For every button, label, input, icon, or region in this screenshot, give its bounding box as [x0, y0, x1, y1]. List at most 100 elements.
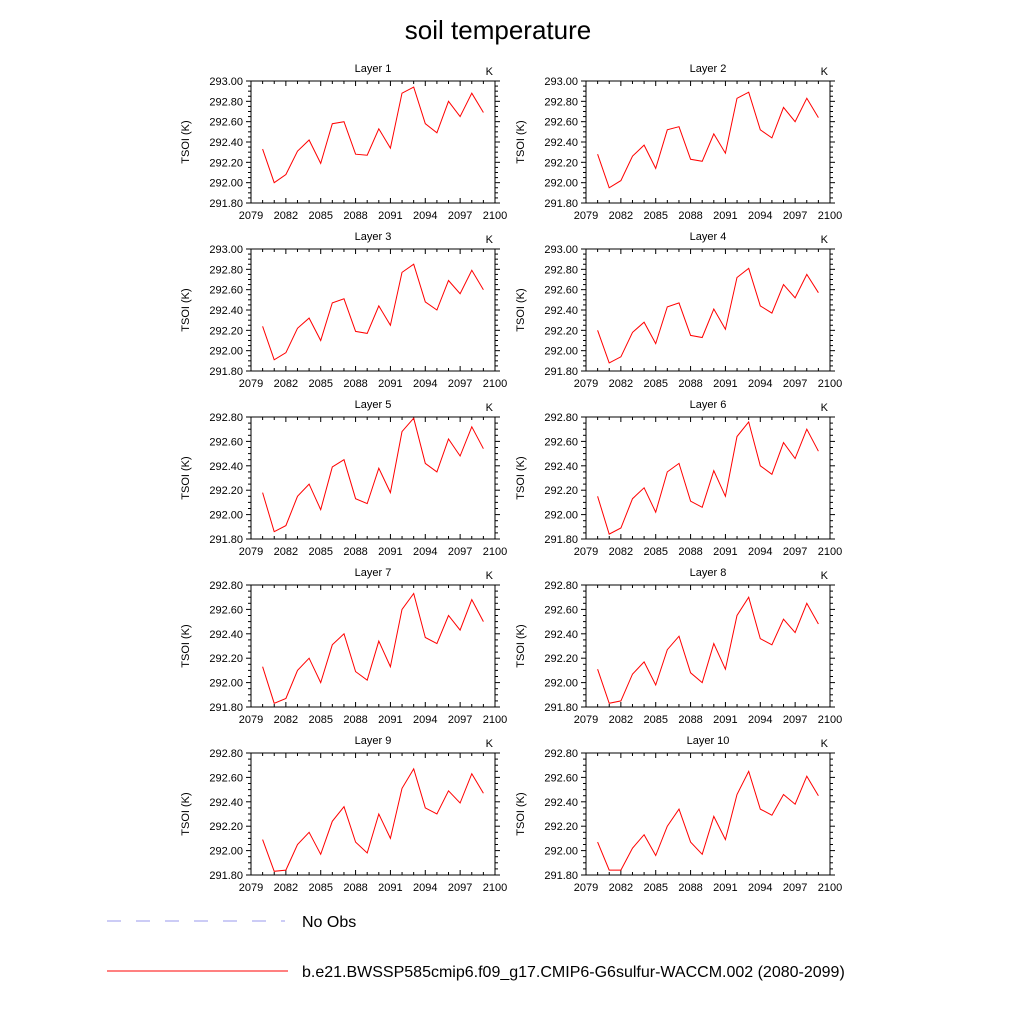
x-tick-label: 2094 — [748, 714, 772, 726]
y-tick-label: 292.40 — [209, 305, 243, 317]
panel-layer-10: Layer 10 K TSOI (K) 2079 2082 2085 2088 2091 209… — [515, 735, 842, 894]
x-tick-label: 2097 — [448, 546, 472, 558]
x-tick-label: 2085 — [643, 378, 667, 390]
x-tick-label: 2097 — [783, 714, 807, 726]
y-tick-label: 292.20 — [544, 485, 578, 497]
series-line — [262, 86, 484, 184]
x-tick-label: 2085 — [308, 714, 332, 726]
y-tick-label: 292.80 — [209, 96, 243, 108]
x-tick-label: 2088 — [343, 210, 367, 222]
y-tick-label: 292.20 — [544, 157, 578, 169]
legend-label-model-run: b.e21.BWSSP585cmip6.f09_g17.CMIP6-G6sulf… — [302, 964, 845, 981]
x-tick-label: 2091 — [713, 210, 737, 222]
x-tick-label: 2091 — [378, 210, 402, 222]
x-tick-label: 2082 — [274, 546, 298, 558]
x-tick-label: 2100 — [483, 546, 507, 558]
y-tick-label: 292.60 — [209, 436, 243, 448]
x-tick-label: 2079 — [239, 378, 263, 390]
x-tick-label: 2097 — [448, 210, 472, 222]
y-axis-label: TSOI (K) — [180, 624, 192, 667]
y-axis-label: TSOI (K) — [180, 120, 192, 163]
y-tick-label: 292.00 — [209, 846, 243, 858]
x-tick-label: 2094 — [413, 882, 437, 894]
x-tick-label: 2097 — [783, 882, 807, 894]
legend: No Obs b.e21.BWSSP585cmip6.f09_g17.CMIP6… — [107, 914, 845, 981]
y-tick-label: 292.60 — [544, 436, 578, 448]
x-tick-label: 2091 — [378, 546, 402, 558]
series-line — [597, 595, 819, 704]
x-tick-label: 2091 — [713, 714, 737, 726]
y-tick-label: 292.80 — [544, 412, 578, 424]
y-axis-label: TSOI (K) — [180, 288, 192, 331]
y-axis-label: TSOI (K) — [515, 792, 527, 835]
y-tick-label: 292.40 — [209, 797, 243, 809]
x-tick-label: 2091 — [378, 378, 402, 390]
y-tick-label: 293.00 — [544, 244, 578, 256]
y-tick-label: 292.20 — [544, 325, 578, 337]
y-tick-label: 291.80 — [544, 702, 578, 714]
x-tick-label: 2085 — [308, 882, 332, 894]
x-tick-label: 2082 — [609, 210, 633, 222]
y-tick-label: 292.60 — [544, 772, 578, 784]
x-tick-label: 2094 — [413, 378, 437, 390]
x-tick-label: 2088 — [678, 714, 702, 726]
y-tick-label: 293.00 — [209, 76, 243, 88]
x-tick-label: 2088 — [678, 210, 702, 222]
x-tick-label: 2100 — [818, 210, 842, 222]
x-tick-label: 2097 — [448, 882, 472, 894]
x-tick-label: 2091 — [713, 882, 737, 894]
x-tick-label: 2088 — [343, 546, 367, 558]
y-tick-label: 292.40 — [209, 629, 243, 641]
panel-layer-1: Layer 1 K TSOI (K) 2079 2082 2085 2088 2091 2094… — [180, 63, 507, 222]
y-tick-label: 293.00 — [209, 244, 243, 256]
series-line — [262, 592, 484, 704]
y-tick-label: 292.60 — [209, 285, 243, 297]
y-tick-label: 292.40 — [544, 305, 578, 317]
panel-title: Layer 6 — [690, 399, 727, 411]
x-tick-label: 2088 — [343, 714, 367, 726]
x-tick-label: 2082 — [609, 378, 633, 390]
x-tick-label: 2100 — [818, 378, 842, 390]
legend-label-no-obs: No Obs — [302, 914, 356, 931]
panel-layer-4: Layer 4 K TSOI (K) 2079 2082 2085 2088 2091 2094… — [515, 231, 842, 390]
x-tick-label: 2079 — [574, 546, 598, 558]
x-tick-label: 2085 — [643, 882, 667, 894]
y-tick-label: 292.80 — [209, 580, 243, 592]
y-tick-label: 292.60 — [544, 117, 578, 129]
y-tick-label: 292.00 — [544, 510, 578, 522]
y-tick-label: 292.20 — [544, 653, 578, 665]
y-axis-label: TSOI (K) — [515, 120, 527, 163]
series-line — [262, 767, 484, 872]
x-tick-label: 2079 — [574, 210, 598, 222]
panels-grid: Layer 1 K TSOI (K) 2079 2082 2085 2088 2091 2094… — [180, 63, 842, 894]
y-tick-label: 292.60 — [209, 117, 243, 129]
y-axis-label: TSOI (K) — [515, 624, 527, 667]
y-tick-label: 292.80 — [209, 412, 243, 424]
y-tick-label: 291.80 — [544, 870, 578, 882]
x-tick-label: 2094 — [413, 210, 437, 222]
y-tick-label: 291.80 — [544, 366, 578, 378]
x-tick-label: 2085 — [308, 210, 332, 222]
y-tick-label: 292.60 — [544, 285, 578, 297]
series-line — [597, 91, 819, 189]
x-tick-label: 2082 — [609, 546, 633, 558]
y-tick-label: 291.80 — [544, 198, 578, 210]
y-tick-label: 292.60 — [209, 604, 243, 616]
x-tick-label: 2082 — [609, 882, 633, 894]
y-tick-label: 292.80 — [209, 748, 243, 760]
y-tick-label: 292.60 — [544, 604, 578, 616]
x-tick-label: 2082 — [274, 378, 298, 390]
series-line — [262, 263, 484, 361]
panel-layer-2: Layer 2 K TSOI (K) 2079 2082 2085 2088 2091 2094… — [515, 63, 842, 222]
x-tick-label: 2082 — [609, 714, 633, 726]
panel-layer-5: Layer 5 K TSOI (K) 2079 2082 2085 2088 2091 2094… — [180, 399, 507, 558]
x-tick-label: 2091 — [378, 882, 402, 894]
y-tick-label: 293.00 — [544, 76, 578, 88]
x-tick-label: 2100 — [483, 378, 507, 390]
y-tick-label: 292.80 — [544, 96, 578, 108]
unit-label: K — [821, 66, 829, 78]
x-tick-label: 2085 — [308, 546, 332, 558]
x-tick-label: 2088 — [678, 882, 702, 894]
x-tick-label: 2079 — [239, 546, 263, 558]
